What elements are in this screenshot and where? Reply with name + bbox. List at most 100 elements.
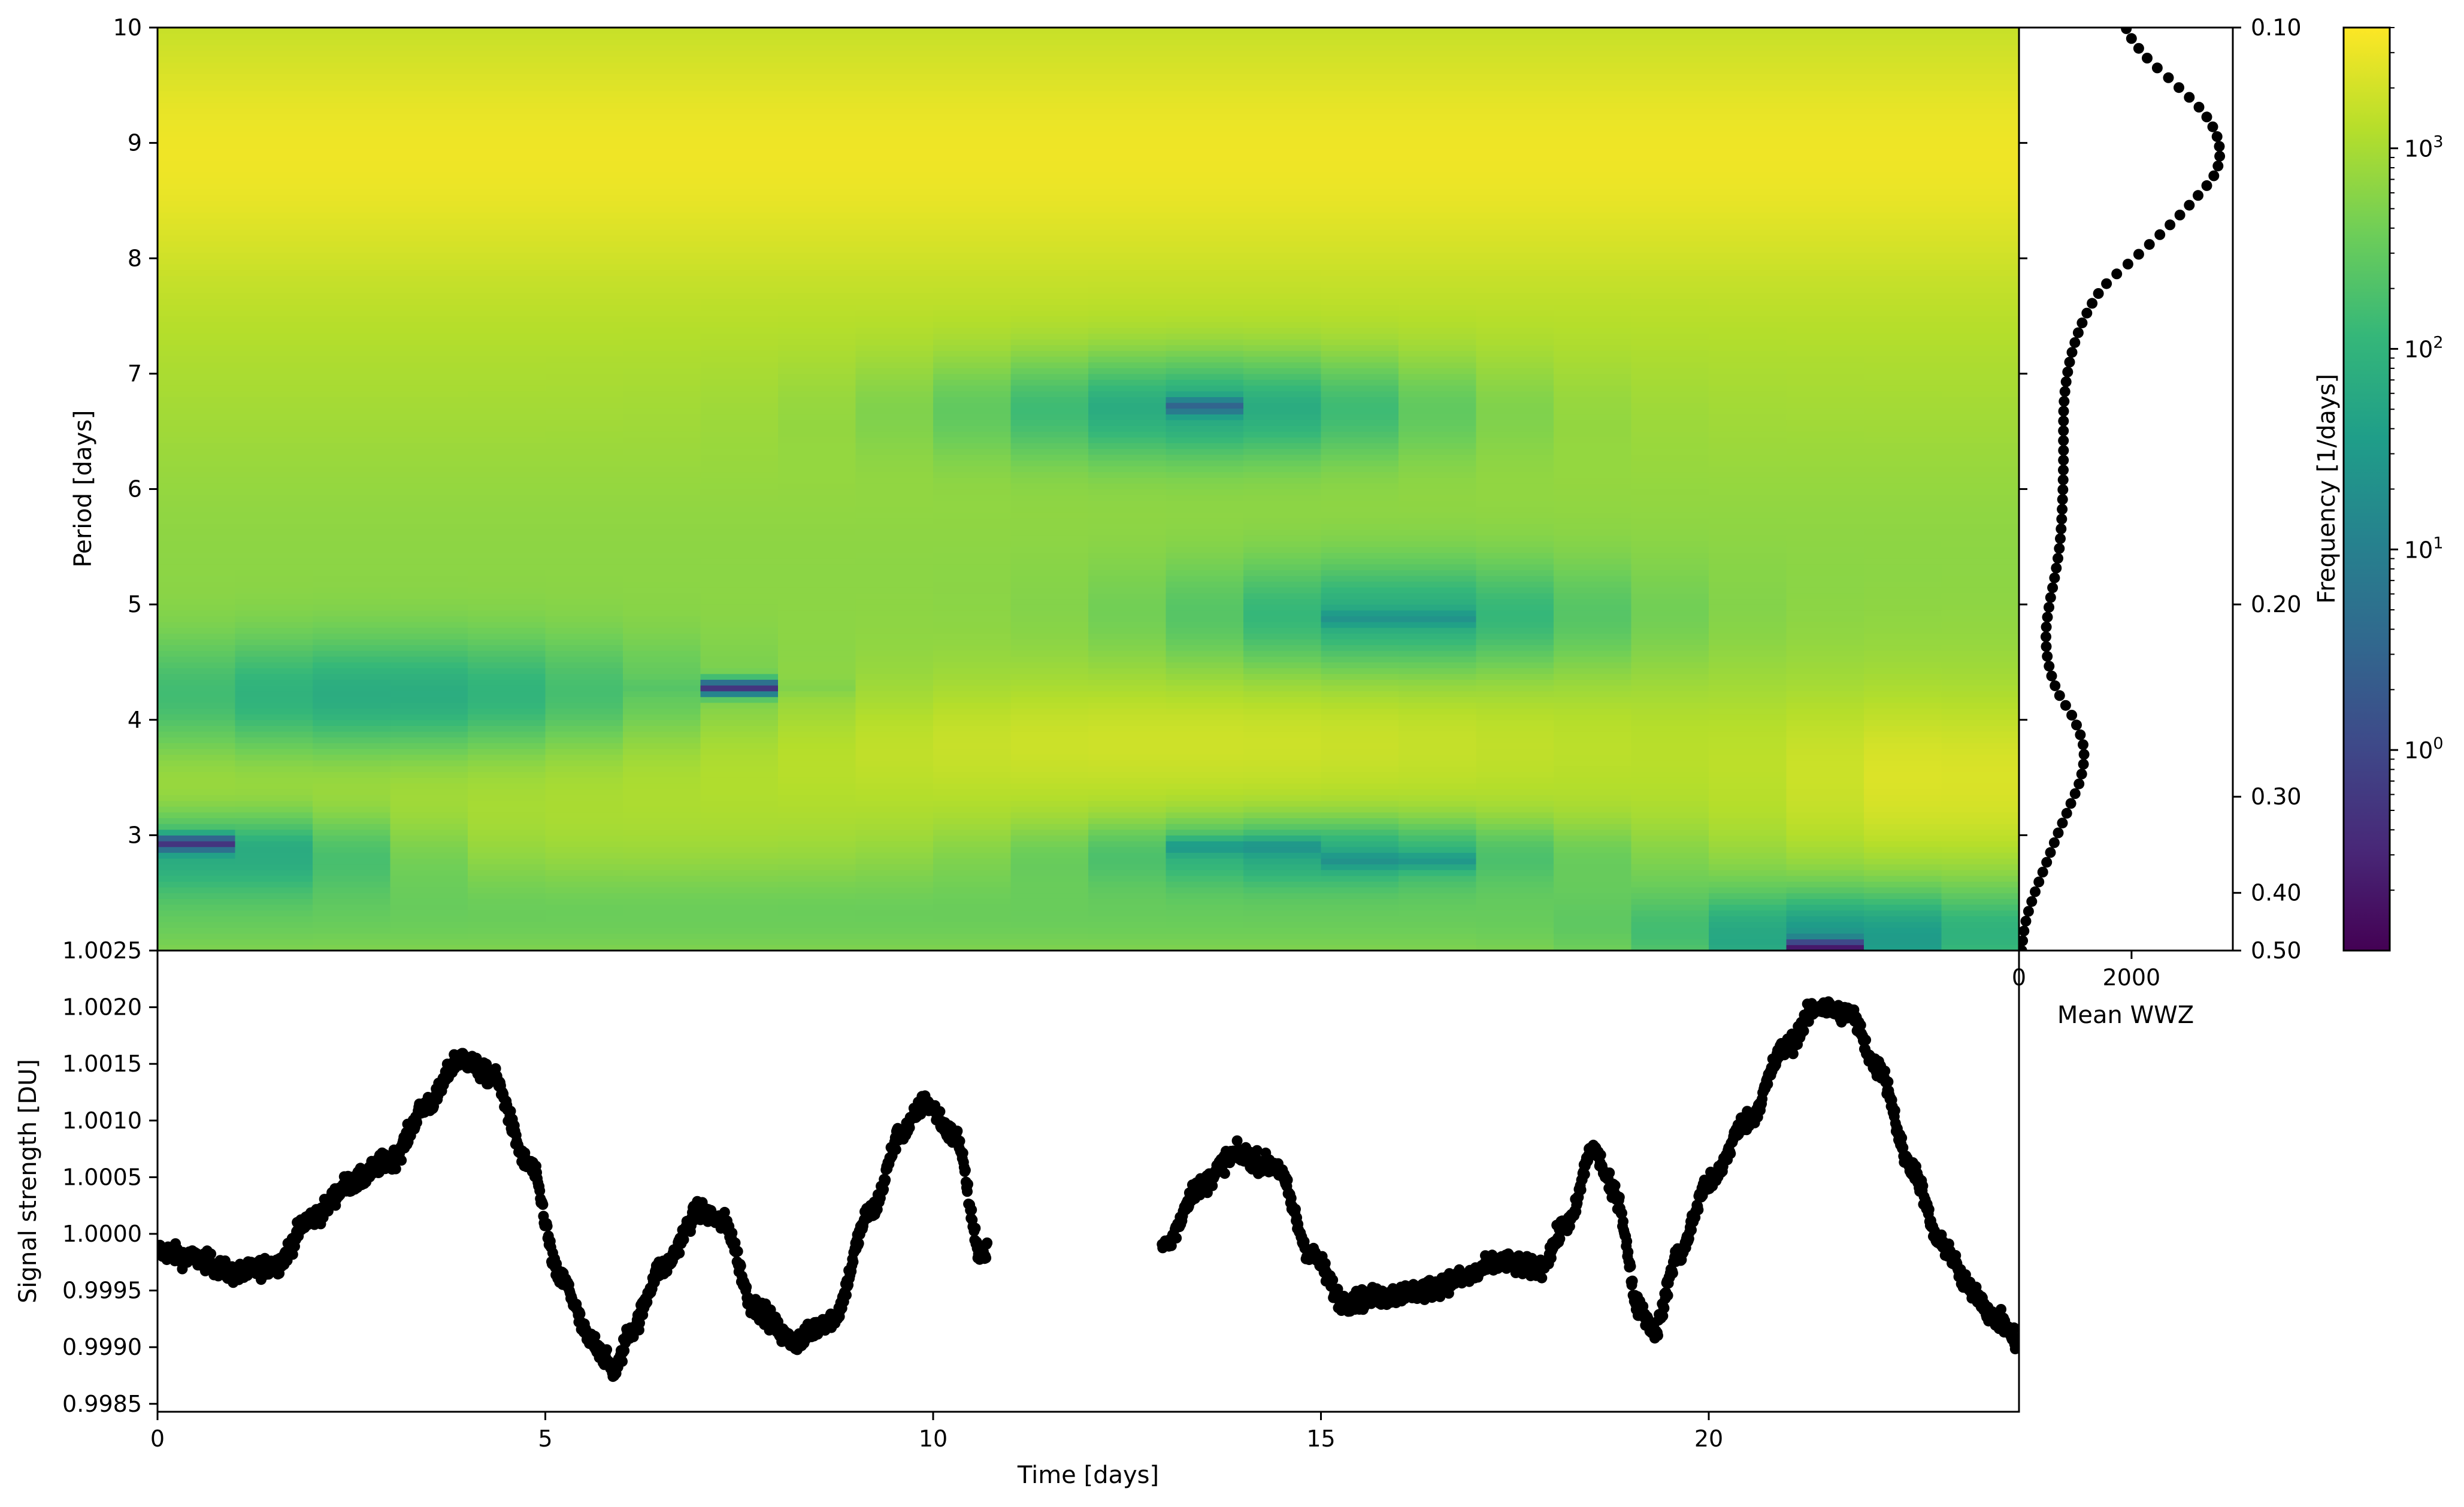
heatmap-cell — [1166, 385, 1244, 391]
heatmap-cell — [1942, 656, 2020, 662]
heatmap-cell — [468, 189, 546, 195]
heatmap-cell — [856, 858, 934, 864]
heatmap-cell — [1554, 466, 1631, 472]
heatmap-cell — [1709, 674, 1787, 680]
heatmap-cell — [1243, 276, 1321, 282]
heatmap-cell — [1011, 881, 1089, 887]
heatmap-cell — [778, 350, 856, 356]
heatmap-cell — [623, 108, 701, 114]
heatmap-cell — [1554, 806, 1631, 812]
heatmap-cell — [1088, 143, 1166, 149]
heatmap-cell — [623, 933, 701, 939]
heatmap-cell — [235, 97, 313, 103]
heatmap-cell — [235, 604, 313, 610]
heatmap-cell — [933, 489, 1011, 495]
heatmap-cell — [856, 806, 934, 812]
heatmap-cell — [1476, 137, 1554, 143]
heatmap-cell — [701, 155, 779, 161]
heatmap-cell — [1399, 801, 1476, 807]
heatmap-cell — [1321, 350, 1399, 356]
heatmap-cell — [1709, 350, 1787, 356]
heatmap-cell — [158, 334, 235, 340]
heatmap-cell — [623, 812, 701, 818]
heatmap-cell — [468, 933, 546, 939]
heatmap-cell — [158, 806, 235, 812]
heatmap-cell — [1476, 714, 1554, 720]
heatmap-cell — [546, 628, 623, 634]
heatmap-cell — [1942, 806, 2020, 812]
heatmap-cell — [778, 408, 856, 414]
heatmap-cell — [1088, 518, 1166, 524]
heatmap-cell — [1166, 639, 1244, 645]
mean-wwz-point — [2060, 700, 2071, 711]
heatmap-cell — [1709, 737, 1787, 743]
heatmap-cell — [546, 345, 623, 351]
heatmap-cell — [1476, 282, 1554, 288]
heatmap-cell — [158, 195, 235, 201]
heatmap-cell — [1166, 876, 1244, 882]
heatmap-cell — [546, 143, 623, 149]
heatmap-cell — [1166, 564, 1244, 570]
heatmap-cell — [1243, 558, 1321, 564]
heatmap-cell — [1399, 218, 1476, 224]
heatmap-cell — [778, 818, 856, 824]
heatmap-cell — [1709, 529, 1787, 535]
heatmap-cell — [1787, 662, 1864, 668]
heatmap-cell — [1166, 679, 1244, 685]
heatmap-cell — [1243, 264, 1321, 270]
heatmap-cell — [933, 276, 1011, 282]
heatmap-cell — [1321, 547, 1399, 553]
heatmap-cell — [546, 777, 623, 783]
heatmap-cell — [468, 241, 546, 247]
heatmap-cell — [158, 201, 235, 207]
heatmap-cell — [158, 610, 235, 616]
heatmap-cell — [1088, 34, 1166, 40]
heatmap-cell — [468, 97, 546, 103]
heatmap-cell — [701, 235, 779, 241]
heatmap-cell — [1166, 414, 1244, 420]
heatmap-cell — [1554, 812, 1631, 818]
heatmap-cell — [1088, 645, 1166, 651]
heatmap-cell — [701, 755, 779, 761]
heatmap-cell — [856, 898, 934, 904]
heatmap-cell — [1088, 253, 1166, 259]
heatmap-cell — [546, 703, 623, 709]
mean-wwz-point — [2076, 768, 2087, 779]
heatmap-cell — [701, 102, 779, 108]
heatmap-cell — [623, 604, 701, 610]
mean-wwz-point — [2202, 111, 2212, 122]
heatmap-cell — [1554, 34, 1631, 40]
heatmap-cell — [1709, 593, 1787, 599]
heatmap-cell — [1476, 489, 1554, 495]
mean-wwz-point — [2144, 239, 2155, 250]
heatmap-cell — [546, 541, 623, 547]
heatmap-cell — [1631, 725, 1709, 731]
mean-wwz-point — [2058, 445, 2069, 456]
heatmap-cell — [391, 247, 468, 253]
heatmap-cell — [1321, 893, 1399, 899]
heatmap-cell — [933, 916, 1011, 922]
heatmap-cell — [933, 552, 1011, 558]
heatmap-cell — [1709, 51, 1787, 57]
heatmap-cell — [1476, 391, 1554, 397]
heatmap-cell — [1631, 679, 1709, 685]
heatmap-cell — [158, 483, 235, 489]
heatmap-cell — [623, 345, 701, 351]
heatmap-cell — [313, 806, 391, 812]
signal-points — [152, 996, 2024, 1382]
heatmap-cell — [1554, 85, 1631, 91]
heatmap-cell — [856, 755, 934, 761]
heatmap-cell — [1011, 397, 1089, 403]
heatmap-cell — [778, 795, 856, 801]
heatmap-cell — [1321, 582, 1399, 588]
heatmap-cell — [1631, 910, 1709, 916]
heatmap-cell — [1787, 506, 1864, 512]
heatmap-cell — [1554, 847, 1631, 853]
heatmap-cell — [1554, 212, 1631, 218]
heatmap-cell — [468, 56, 546, 62]
heatmap-cell — [158, 356, 235, 362]
heatmap-cell — [1399, 564, 1476, 570]
heatmap-cell — [468, 703, 546, 709]
heatmap-cell — [701, 426, 779, 432]
heatmap-cell — [778, 322, 856, 328]
